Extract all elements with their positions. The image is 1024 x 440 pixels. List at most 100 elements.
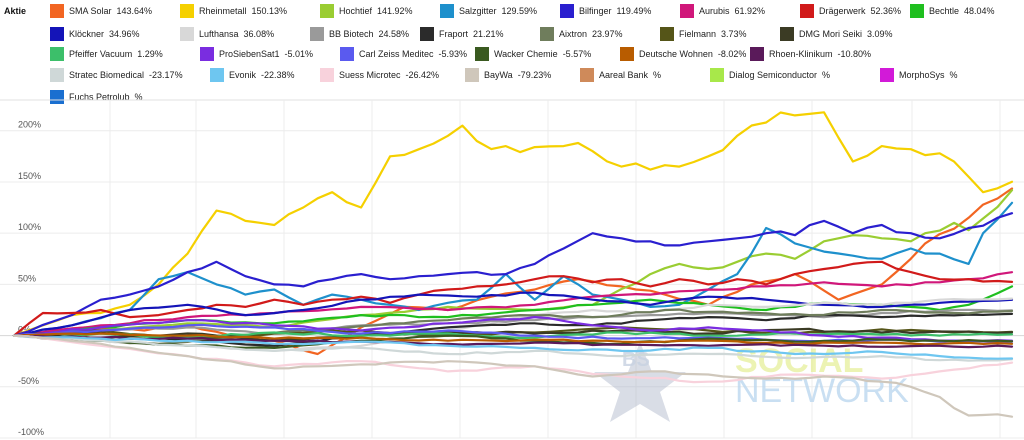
legend-value: 34.96%	[109, 29, 140, 39]
legend-value: 119.49%	[616, 6, 652, 16]
legend-value: -79.23%	[517, 70, 552, 80]
legend-item[interactable]: Aurubis 61.92%	[680, 4, 765, 18]
legend-label: SMA Solar	[69, 6, 112, 16]
legend-swatch	[680, 4, 694, 18]
legend-item[interactable]: Fraport 21.21%	[420, 27, 504, 41]
series-line	[12, 271, 1014, 337]
legend-label: BayWa	[484, 70, 513, 80]
legend-label: Rhoen-Klinikum	[769, 49, 833, 59]
legend-value: -5.93%	[438, 49, 468, 59]
legend-item[interactable]: Bilfinger 119.49%	[560, 4, 651, 18]
legend-item[interactable]: Bechtle 48.04%	[910, 4, 995, 18]
y-tick-label: 200%	[18, 120, 41, 130]
legend-swatch	[50, 27, 64, 41]
legend-swatch	[50, 68, 64, 82]
legend-item[interactable]: Rheinmetall 150.13%	[180, 4, 287, 18]
legend-item[interactable]: Evonik -22.38%	[210, 68, 295, 82]
legend-item[interactable]: Wacker Chemie -5.57%	[475, 47, 591, 61]
y-tick-label: -50%	[18, 376, 39, 386]
legend-swatch	[660, 27, 674, 41]
legend-swatch	[320, 68, 334, 82]
legend-item[interactable]: Klöckner 34.96%	[50, 27, 140, 41]
legend-item[interactable]: Deutsche Wohnen -8.02%	[620, 47, 746, 61]
legend-item[interactable]: BB Biotech 24.58%	[310, 27, 409, 41]
legend-swatch	[475, 47, 489, 61]
legend-item[interactable]: BayWa -79.23%	[465, 68, 551, 82]
legend-item[interactable]: Dialog Semiconductor%	[710, 68, 830, 82]
legend-label: Bechtle	[929, 6, 960, 16]
legend-value: -23.17%	[149, 70, 183, 80]
y-tick-label: 100%	[18, 222, 41, 232]
legend-value: 48.04%	[964, 6, 995, 16]
legend-item[interactable]: Carl Zeiss Meditec -5.93%	[340, 47, 467, 61]
legend-label: Klöckner	[69, 29, 105, 39]
legend-swatch	[465, 68, 479, 82]
legend-item[interactable]: Rhoen-Klinikum -10.80%	[750, 47, 871, 61]
legend-item[interactable]: Salzgitter 129.59%	[440, 4, 537, 18]
series-line	[12, 308, 1014, 345]
legend-item[interactable]: Stratec Biomedical -23.17%	[50, 68, 183, 82]
legend-value: 52.36%	[870, 6, 902, 16]
legend-item[interactable]: Drägerwerk 52.36%	[800, 4, 901, 18]
legend-swatch	[310, 27, 324, 41]
legend-swatch	[580, 68, 594, 82]
legend-label: ProSiebenSat1	[219, 49, 280, 59]
y-tick-label: 0%	[18, 325, 31, 335]
legend-swatch	[340, 47, 354, 61]
legend-value: %	[134, 92, 143, 102]
legend-value: -10.80%	[837, 49, 872, 59]
legend-value: 36.08%	[243, 29, 275, 39]
legend: SMA Solar 143.64% Rheinmetall 150.13% Hochti…	[50, 2, 1024, 104]
legend-swatch	[320, 4, 334, 18]
legend-swatch	[50, 47, 64, 61]
legend-label: DMG Mori Seiki	[799, 29, 863, 39]
legend-item[interactable]: Hochtief 141.92%	[320, 4, 413, 18]
legend-label: Rheinmetall	[199, 6, 247, 16]
legend-item[interactable]: ProSiebenSat1 -5.01%	[200, 47, 313, 61]
series-line	[12, 260, 1014, 337]
series-line	[12, 111, 1014, 337]
series-line	[12, 212, 1014, 337]
legend-label: Lufthansa	[199, 29, 239, 39]
legend-label: Hochtief	[339, 6, 373, 16]
series-line	[12, 332, 1014, 346]
legend-swatch	[880, 68, 894, 82]
y-tick-label: 50%	[18, 273, 36, 283]
legend-item[interactable]: Lufthansa 36.08%	[180, 27, 274, 41]
legend-value: %	[949, 70, 958, 80]
series-line	[12, 291, 1014, 337]
legend-swatch	[910, 4, 924, 18]
y-tick-label: -100%	[18, 427, 44, 437]
legend-label: Dialog Semiconductor	[729, 70, 818, 80]
legend-label: Aixtron	[559, 29, 588, 39]
legend-value: -5.57%	[562, 49, 592, 59]
legend-item[interactable]: Aareal Bank%	[580, 68, 661, 82]
legend-value: 3.73%	[721, 29, 747, 39]
legend-value: 24.58%	[378, 29, 410, 39]
legend-swatch	[180, 27, 194, 41]
series-line	[12, 316, 1014, 343]
legend-label: Fielmann	[679, 29, 717, 39]
legend-label: BB Biotech	[329, 29, 374, 39]
legend-swatch	[50, 4, 64, 18]
legend-item[interactable]: Aixtron 23.97%	[540, 27, 623, 41]
legend-item[interactable]: Fielmann 3.73%	[660, 27, 747, 41]
series-line	[12, 334, 1014, 349]
legend-item[interactable]: MorphoSys%	[880, 68, 958, 82]
legend-label: Evonik	[229, 70, 257, 80]
legend-swatch	[210, 68, 224, 82]
legend-label: Salzgitter	[459, 6, 497, 16]
legend-swatch	[440, 4, 454, 18]
legend-item[interactable]: DMG Mori Seiki 3.09%	[780, 27, 893, 41]
y-tick-label: 150%	[18, 171, 41, 181]
legend-value: -26.42%	[405, 70, 440, 80]
legend-value: 129.59%	[501, 6, 538, 16]
legend-label: MorphoSys	[899, 70, 945, 80]
legend-label: Carl Zeiss Meditec	[359, 49, 434, 59]
series-line	[12, 327, 1014, 342]
legend-item[interactable]: Suess Microtec -26.42%	[320, 68, 439, 82]
legend-item[interactable]: Pfeiffer Vacuum 1.29%	[50, 47, 163, 61]
legend-item[interactable]: SMA Solar 143.64%	[50, 4, 152, 18]
